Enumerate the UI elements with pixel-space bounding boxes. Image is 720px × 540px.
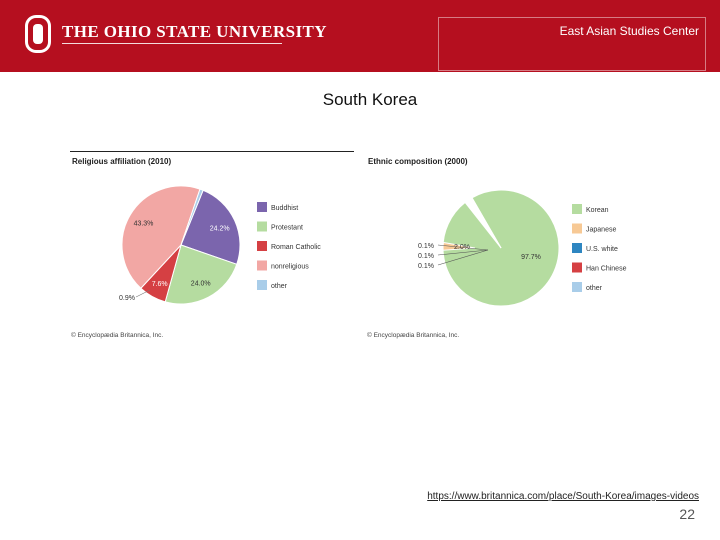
legend-swatch-nonreligious [257,260,267,271]
value-label-nonreligious: 43.3% [134,221,154,228]
header-bar: The Ohio State University East Asian Stu… [0,0,720,72]
legend-label-nonreligious: nonreligious [271,264,309,271]
leader-line [135,289,151,298]
slide-title: South Korea [322,90,418,109]
legend-swatch-korean [572,204,582,214]
legend-label-korean: Korean [586,207,609,214]
legend-swatch-u-s-white [572,243,582,253]
pie-slice-u-s-white [470,197,502,249]
legend-label-protestant: Protestant [271,225,303,232]
legend-swatch-buddhist [257,202,267,212]
source-link[interactable]: https://www.britannica.com/place/South-K… [427,491,699,502]
legend-label-roman-catholic: Roman Catholic [271,244,321,251]
leader-line [437,249,489,256]
pie-slice-han-chinese [470,197,502,249]
legend-swatch-other [572,282,582,292]
pie-slice-nonreligious [121,185,201,289]
value-label-other: 0.1% [418,263,434,270]
value-label-korean: 97.7% [521,254,541,261]
legend-label-u-s-white: U.S. white [586,246,618,253]
legend-swatch-protestant [257,221,267,232]
pie-slice-other [180,188,204,246]
leader-line [437,244,489,251]
pie-slice-protestant [164,244,238,305]
legend-label-han-chinese: Han Chinese [586,266,627,273]
pie-slice-roman-catholic [140,244,182,303]
religion-credit: © Encyclopædia Britannica, Inc. [71,332,164,339]
religion-chart-title: Religious affiliation (2010) [72,157,172,166]
legend-swatch-other [257,280,267,290]
legend-swatch-roman-catholic [257,241,267,251]
ethnic-chart-title: Ethnic composition (2000) [368,157,468,166]
value-label-han-chinese: 0.1% [418,253,434,260]
legend-label-other: other [271,283,288,290]
university-underline [62,43,282,44]
value-label-roman-catholic: 7.6% [152,281,168,288]
legend-label-other: other [586,285,603,292]
legend-label-japanese: Japanese [586,227,616,234]
pie-slice-japanese [442,241,475,251]
religion-top-rule [70,151,354,152]
center-name: East Asian Studies Center [559,24,699,38]
legend-label-buddhist: Buddhist [271,205,298,212]
value-label-japanese: 2.0% [454,244,470,251]
legend-swatch-han-chinese [572,262,582,273]
center-box [438,17,706,71]
ethnic-credit: © Encyclopædia Britannica, Inc. [367,332,460,339]
slide-number: 22 [679,506,695,522]
value-label-buddhist: 24.2% [210,225,230,232]
university-logo [25,15,51,53]
value-label-u-s-white: 0.1% [418,243,434,250]
pie-slice-buddhist [180,189,241,265]
university-name: The Ohio State University [62,22,327,41]
value-label-other: 0.9% [119,295,135,302]
pie-slice-korean [442,189,560,307]
pie-slice-other [471,197,502,249]
leader-line [437,249,489,266]
value-label-protestant: 24.0% [191,281,211,288]
legend-swatch-japanese [572,223,582,234]
